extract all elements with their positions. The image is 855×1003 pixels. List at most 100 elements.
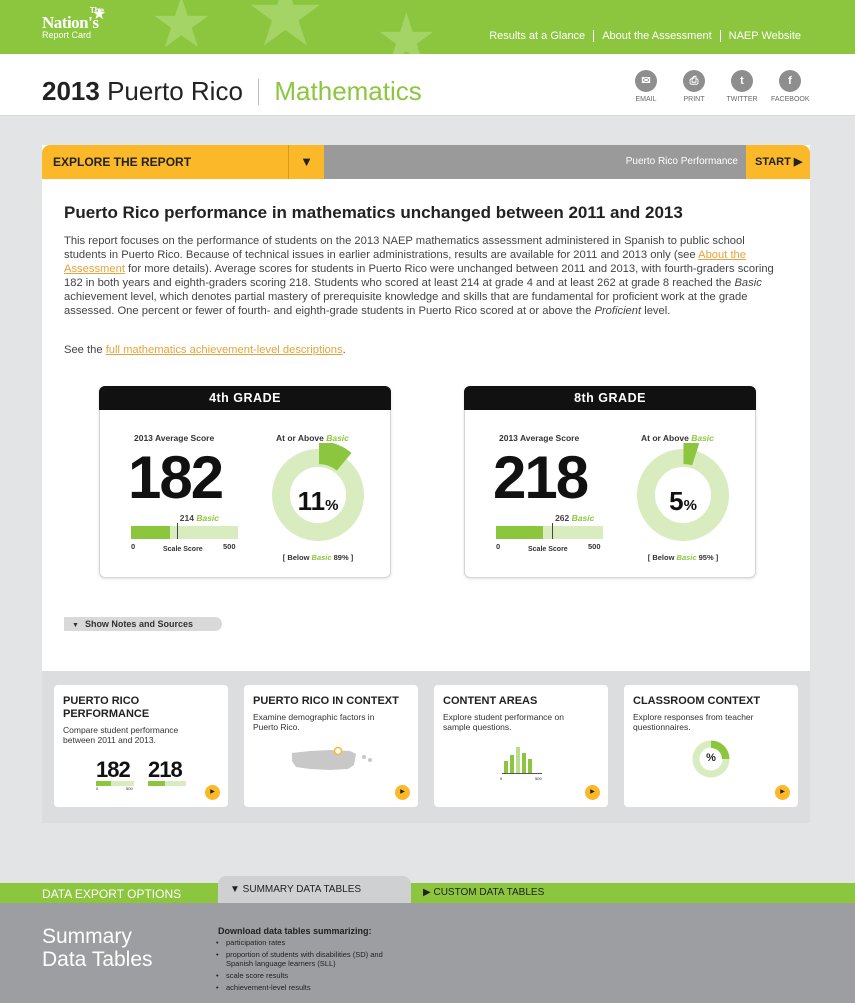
tile-play-button[interactable]: ▶ [775,785,790,800]
main-panel: EXPLORE THE REPORT ▼ Puerto Rico Perform… [42,145,810,823]
grade-8-header: 8th GRADE [464,386,756,410]
at-or-above-text: At or Above [276,433,327,443]
logo-star-icon: ★ [92,6,107,23]
mini-bar-grade8 [148,781,186,786]
logo-line-2: Nation's [42,13,99,32]
summary-heading-line-1: Summary [42,925,132,948]
current-section-label: Puerto Rico Performance [625,156,738,167]
custom-data-tables-tab[interactable]: ▶ CUSTOM DATA TABLES [423,887,545,898]
below-basic-term: Basic [311,553,332,562]
scale-score-fill [131,526,170,539]
below-suffix: 89% ] [331,553,354,562]
decorative-star-icon: ★ [150,0,213,54]
page-title: 2013 Puerto Rico Mathematics [42,76,422,107]
average-score-label: 2013 Average Score [499,433,580,443]
explore-report-menu[interactable]: EXPLORE THE REPORT ▼ [42,145,324,179]
average-score-label: 2013 Average Score [134,433,215,443]
summary-basic-term: Basic [734,277,762,289]
decorative-star-icon: ★ [245,0,326,54]
achievement-level-descriptions-link[interactable]: full mathematics achievement-level descr… [105,344,343,356]
summary-heading-line-2: Data Tables [42,948,153,971]
tile-description: Explore responses from teacher questionn… [633,712,754,732]
tile-description: Explore student performance on sample qu… [443,712,564,732]
top-header-bar: ★ ★ ★ ★ The Nation's Report Card Results… [0,0,855,54]
scale-score-label: Scale Score [163,546,203,553]
scale-min-tick: 0 [496,542,501,551]
about-assessment-link[interactable]: About the Assessment [64,249,747,275]
at-or-above-text: At or Above [641,433,692,443]
grade-8-card: 8th GRADE 2013 Average Score 218 At or A… [464,386,756,578]
top-navigation: Results at a Glance About the Assessment… [481,30,809,42]
summary-text-2: for more details). Average scores for st… [64,263,774,289]
summary-text-3: achievement level, which denotes partial… [64,291,748,317]
nav-results-at-a-glance[interactable]: Results at a Glance [489,30,586,42]
title-divider [258,79,260,105]
summary-proficient-term: Proficient [594,305,642,317]
scale-score-label: Scale Score [528,546,568,553]
show-notes-and-sources-toggle[interactable]: ▼ Show Notes and Sources [64,617,222,631]
at-or-above-basic-wedge [683,443,700,466]
tile-play-button[interactable]: ▶ [395,785,410,800]
grade-4-label: 4th GRADE [209,391,281,405]
data-export-label: DATA EXPORT OPTIONS [42,887,182,901]
scale-max-tick: 500 [223,542,236,551]
mini-tick-0: 0 [500,776,503,781]
puerto-rico-map-icon [292,746,372,770]
nav-naep-website[interactable]: NAEP Website [719,30,809,42]
summary-data-tables-heading: Summary Data Tables [42,925,153,971]
download-item-participation[interactable]: participation rates [216,938,396,947]
summary-text-1: This report focuses on the performance o… [64,235,745,261]
tile-title: PUERTO RICO IN CONTEXT [253,695,399,707]
data-export-bar: DATA EXPORT OPTIONS [0,883,855,903]
scale-score-bar [496,523,603,539]
title-band: 2013 Puerto Rico Mathematics ✉ EMAIL ⎙ P… [0,54,855,116]
download-item-achievement[interactable]: achievement-level results [216,983,396,992]
below-basic-term: Basic [676,553,697,562]
download-item-scale-score[interactable]: scale score results [216,971,396,980]
grade-4-header: 4th GRADE [99,386,391,410]
logo-line-1: The [89,6,105,15]
donut-chart-icon [692,740,730,778]
decorative-star-icon: ★ [375,0,438,54]
section-tiles: PUERTO RICO PERFORMANCE Compare student … [42,671,810,823]
current-section-strip: Puerto Rico Performance [324,145,746,179]
tile-puerto-rico-in-context[interactable]: PUERTO RICO IN CONTEXT Examine demograph… [244,685,418,807]
percent-number: 5 [669,486,684,516]
nations-report-card-logo[interactable]: ★ The Nation's Report Card [42,6,122,40]
summary-tab-label: ▼ SUMMARY DATA TABLES [230,884,362,895]
nav-about-the-assessment[interactable]: About the Assessment [593,30,719,42]
scale-max-tick: 500 [588,542,601,551]
logo-line-3: Report Card [42,30,92,40]
tile-content-areas[interactable]: CONTENT AREAS Explore student performanc… [434,685,608,807]
share-twitter-label: TWITTER [726,96,758,103]
share-facebook-button[interactable]: f FACEBOOK [771,70,810,103]
summary-data-tables-tab[interactable]: ▼ SUMMARY DATA TABLES [218,876,411,906]
mini-score-grade8: 218 [148,757,183,782]
at-or-above-basic-label: At or Above Basic [276,433,349,443]
share-print-button[interactable]: ⎙ PRINT [675,70,713,103]
notes-label: Show Notes and Sources [84,619,193,629]
explore-dropdown-icon[interactable]: ▼ [288,145,324,179]
start-button[interactable]: START ▶ [746,145,810,179]
title-state: Puerto Rico [107,76,243,106]
share-twitter-button[interactable]: t TWITTER [723,70,761,103]
below-basic-label: [ Below Basic 89% ] [266,553,370,562]
tile-play-button[interactable]: ▶ [205,785,220,800]
histogram-icon [502,747,542,774]
tile-puerto-rico-performance[interactable]: PUERTO RICO PERFORMANCE Compare student … [54,685,228,807]
tile-title: PUERTO RICO PERFORMANCE [63,695,150,720]
tile-classroom-context[interactable]: CLASSROOM CONTEXT Explore responses from… [624,685,798,807]
report-headline: Puerto Rico performance in mathematics u… [64,203,683,222]
explore-report-label: EXPLORE THE REPORT [53,155,192,169]
tile-play-button[interactable]: ▶ [585,785,600,800]
share-email-button[interactable]: ✉ EMAIL [627,70,665,103]
mini-tick-500: 500 [535,776,542,781]
below-basic-label: [ Below Basic 95% ] [631,553,735,562]
at-or-above-basic-donut [272,443,364,541]
scale-score-bar [131,523,238,539]
mini-bar-fill [148,781,166,786]
below-suffix: 95% ] [696,553,719,562]
download-item-sd-sll[interactable]: proportion of students with disabilities… [216,950,396,968]
at-or-above-basic-donut [637,443,729,541]
grade-4-card: 4th GRADE 2013 Average Score 182 At or A… [99,386,391,578]
